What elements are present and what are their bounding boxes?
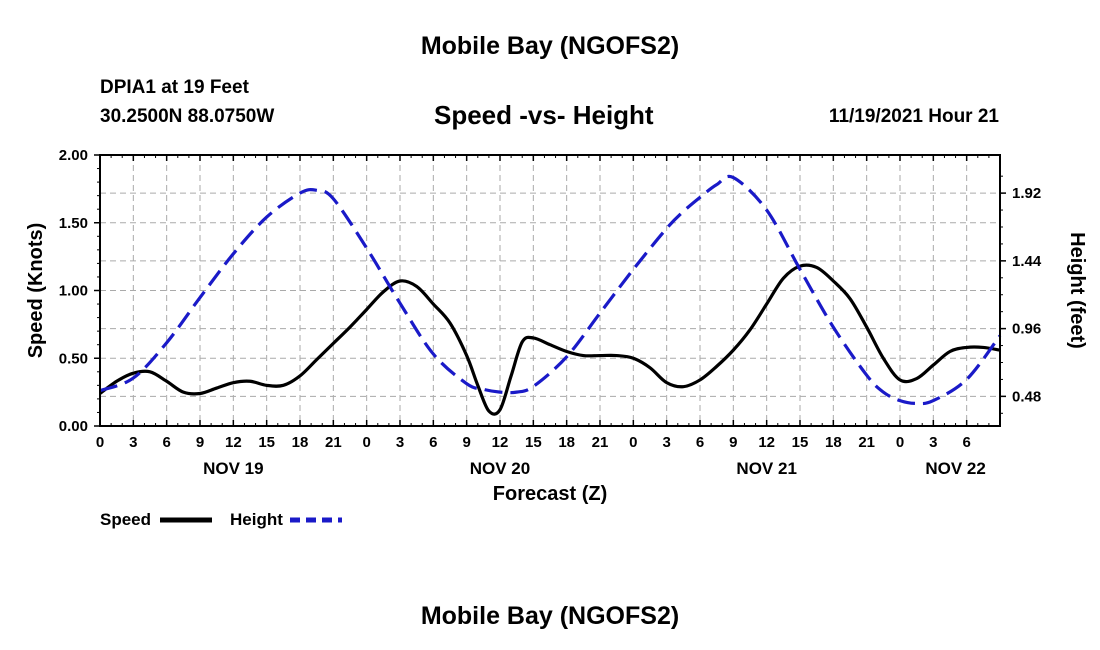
y2-tick-label: 0.48 bbox=[1012, 388, 1041, 405]
x-tick-label: 9 bbox=[196, 434, 204, 451]
x-tick-label: 0 bbox=[362, 434, 370, 451]
date-label: NOV 22 bbox=[925, 459, 985, 478]
y2-axis-label: Height (feet) bbox=[1066, 232, 1088, 349]
series-layer bbox=[99, 174, 1002, 416]
x-tick-label: 3 bbox=[129, 434, 137, 451]
x-tick-label: 21 bbox=[592, 434, 609, 451]
x-tick-label: 12 bbox=[225, 434, 242, 451]
forecast-datetime: 11/19/2021 Hour 21 bbox=[828, 106, 999, 127]
legend-height-label: Height bbox=[230, 510, 283, 529]
x-tick-label: 18 bbox=[292, 434, 309, 451]
x-tick-label: 15 bbox=[792, 434, 809, 451]
y-axis-label: Speed (Knots) bbox=[25, 223, 47, 359]
y2-tick-label: 1.44 bbox=[1012, 253, 1042, 270]
footer-title: Mobile Bay (NGOFS2) bbox=[420, 602, 680, 630]
y2-tick-label: 1.92 bbox=[1012, 185, 1041, 202]
x-tick-label: 12 bbox=[492, 434, 509, 451]
grid-layer bbox=[100, 155, 1000, 426]
x-tick-label: 0 bbox=[96, 434, 104, 451]
y-tick-label: 0.00 bbox=[59, 418, 88, 435]
x-tick-label: 6 bbox=[429, 434, 437, 451]
date-label: NOV 19 bbox=[203, 459, 263, 478]
x-tick-label: 3 bbox=[396, 434, 404, 451]
y-tick-label: 2.00 bbox=[59, 147, 88, 164]
speed-series-line bbox=[99, 263, 1001, 416]
height-series-line bbox=[99, 174, 1002, 406]
axis-layer: 0 3 6 9 12 15 18 21 0 3 6 9 12 15 18 21 0 3 6 9 12 15 18 21 0 3 6 N… bbox=[59, 147, 1042, 478]
y2-tick-label: 0.96 bbox=[1012, 321, 1041, 338]
x-tick-label: 21 bbox=[858, 434, 875, 451]
x-tick-label: 12 bbox=[758, 434, 775, 451]
x-tick-label: 15 bbox=[525, 434, 542, 451]
x-tick-label: 6 bbox=[162, 434, 170, 451]
x-tick-label: 15 bbox=[258, 434, 275, 451]
station-label: DPIA1 at 19 Feet bbox=[100, 77, 249, 98]
x-tick-label: 6 bbox=[962, 434, 970, 451]
x-tick-label: 21 bbox=[325, 434, 342, 451]
x-tick-label: 6 bbox=[696, 434, 704, 451]
y-tick-label: 1.00 bbox=[59, 283, 88, 300]
legend-speed-label: Speed bbox=[100, 510, 151, 529]
y-tick-label: 0.50 bbox=[59, 350, 88, 367]
chart-title: Mobile Bay (NGOFS2) bbox=[420, 32, 680, 60]
x-tick-label: 0 bbox=[896, 434, 904, 451]
x-tick-label: 18 bbox=[558, 434, 575, 451]
date-label: NOV 20 bbox=[470, 459, 530, 478]
legend: Speed Height bbox=[100, 510, 342, 529]
x-tick-label: 9 bbox=[729, 434, 737, 451]
x-tick-label: 0 bbox=[629, 434, 637, 451]
station-coords: 30.2500N 88.0750W bbox=[100, 106, 275, 127]
x-tick-label: 18 bbox=[825, 434, 842, 451]
x-tick-label: 3 bbox=[662, 434, 670, 451]
x-axis-label: Forecast (Z) bbox=[493, 483, 607, 505]
x-tick-label: 3 bbox=[929, 434, 937, 451]
x-tick-label: 9 bbox=[462, 434, 470, 451]
y-tick-label: 1.50 bbox=[59, 215, 88, 232]
chart-subtitle: Speed -vs- Height bbox=[434, 100, 654, 130]
date-label: NOV 21 bbox=[736, 459, 796, 478]
